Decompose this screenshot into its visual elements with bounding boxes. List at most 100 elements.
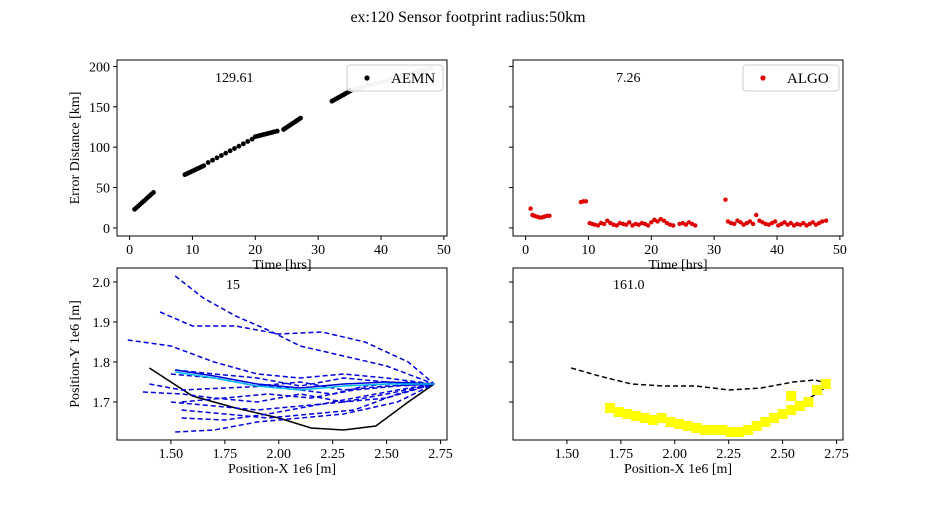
chart-bottom-right-series-2-marker <box>708 425 719 435</box>
chart-bottom-left-y-label: Position-Y 1e6 [m] <box>68 300 83 408</box>
chart-top-left-y-tick-label: 0 <box>103 222 110 237</box>
chart-top-left-series-0-point <box>151 190 156 195</box>
chart-top-left-y-label: Error Distance [km] <box>68 92 83 205</box>
chart-bottom-right-series-2-marker <box>656 413 667 423</box>
chart-top-left-y-tick-label: 200 <box>89 60 110 75</box>
chart-bottom-right-series-2-marker <box>820 379 831 389</box>
chart-top-right-legend-label: ALGO <box>787 71 829 87</box>
chart-top-right-series-0-point <box>788 220 794 226</box>
chart-bottom-right-series-2-marker <box>691 423 702 433</box>
chart-top-right-series-0-point <box>528 206 533 211</box>
chart-top-left-series-0-point <box>236 143 242 149</box>
chart-top-right-series-0-point <box>693 223 698 228</box>
chart-bottom-left-series-7-line <box>181 383 435 419</box>
chart-top-right-series-0-point <box>645 223 651 228</box>
chart-top-left-frame <box>116 59 448 237</box>
chart-bottom-right-series-2-marker <box>743 425 754 435</box>
chart-bottom-left-series-5-line <box>142 383 435 403</box>
chart-top-left-series-0-point <box>274 128 280 134</box>
chart-bottom-right-series-2-marker <box>639 413 650 423</box>
chart-bottom-right-series-2-marker <box>605 403 616 413</box>
chart-bottom-left-y-tick-label: 2.0 <box>93 276 111 291</box>
chart-top-right-legend-marker <box>760 75 766 81</box>
chart-bottom-right-series-2-marker <box>665 417 676 427</box>
chart-top-right-series-0-point <box>601 221 607 227</box>
chart-top-right-series-0-point <box>655 219 660 224</box>
chart-top-right-frame <box>512 59 844 237</box>
chart-top-right-x-tick-label: 20 <box>644 243 658 258</box>
chart-top-left-x-tick-label: 20 <box>248 243 262 258</box>
chart-bottom-left-series-6-line <box>170 383 435 411</box>
chart-bottom-right-x-tick-label: 2.25 <box>716 447 741 462</box>
chart-bottom-right-series-2-marker <box>751 421 762 431</box>
chart-top-right-series-0-point <box>801 220 806 226</box>
chart-bottom-right-series-2-marker <box>760 417 771 427</box>
chart-bottom-left-x-tick-label: 1.75 <box>213 447 238 462</box>
chart-top-left-series-0-point <box>232 146 237 151</box>
chart-bottom-right-series-2-marker <box>734 427 745 437</box>
chart-top-right-series-0-point <box>772 219 778 224</box>
chart-top-right-series-0-point <box>747 219 753 224</box>
chart-bottom-left-series-2-line <box>159 311 435 385</box>
chart-top-right-legend-box <box>742 64 840 92</box>
chart-bottom-right-x-label: Position-X 1e6 [m] <box>624 462 732 477</box>
chart-bottom-right-series-2-marker <box>725 427 736 437</box>
chart-top-left-legend-box <box>346 64 444 92</box>
chart-bottom-right-series-2-marker <box>622 409 633 419</box>
chart-top-left-series-0-point <box>223 150 229 156</box>
chart-top-right-x-tick-label: 0 <box>522 243 529 258</box>
chart-top-right-x-tick-label: 50 <box>833 243 847 258</box>
figure-title: ex:120 Sensor footprint radius:50km <box>350 9 586 26</box>
chart-bottom-right-series-0-line <box>570 367 831 391</box>
chart-top-left-annotation: 129.61 <box>215 71 254 86</box>
chart-bottom-left: 1.50 1.75 2.00 2.25 2.50 2.75 1.7 1.8 1.9 2.0 Posi… <box>68 267 453 477</box>
chart-top-right-series-0-point <box>723 197 728 202</box>
chart-top-left-x-tick-label: 0 <box>126 243 133 258</box>
chart-top-left-y-tick-label: 150 <box>89 101 110 116</box>
chart-top-right-series-0-point <box>738 220 743 225</box>
chart-bottom-right-series-2-marker <box>682 421 693 431</box>
chart-bottom-left-series-12-line <box>181 383 435 403</box>
chart-top-left-series-0-point <box>245 139 251 144</box>
chart-top-right-series-0-point <box>750 221 756 227</box>
chart-top-left-series-0-point <box>210 157 215 163</box>
chart-bottom-left-series-14-line <box>175 371 435 391</box>
chart-top-left-series-0-point <box>227 148 233 154</box>
chart-bottom-right-plot-area <box>570 367 831 437</box>
chart-top-left-series-0-point <box>218 153 224 158</box>
chart-top-right-x-tick-label: 40 <box>770 243 784 258</box>
chart-top-left-series-0-point <box>201 163 207 169</box>
chart-bottom-right: 1.50 1.75 2.00 2.25 2.50 2.75 Position-X 1e6 [… <box>509 267 849 477</box>
chart-top-right: 0 10 20 30 40 50 Time [hrs] 7.26 ALGO <box>509 59 847 273</box>
chart-top-right-x-tick-label: 30 <box>707 243 721 258</box>
chart-bottom-right-annotation: 161.0 <box>613 278 645 293</box>
chart-bottom-right-x-tick-label: 1.50 <box>555 447 580 462</box>
chart-bottom-right-series-2-marker <box>786 405 797 415</box>
chart-top-right-series-0-point <box>823 218 829 223</box>
chart-bottom-right-series-2-marker <box>630 411 641 421</box>
chart-bottom-left-series-8-line <box>175 383 435 433</box>
chart-bottom-left-series-13-line <box>175 369 435 389</box>
chart-bottom-right-series-2-marker <box>648 415 659 425</box>
chart-bottom-left-x-tick-label: 2.75 <box>428 447 453 462</box>
chart-bottom-left-series-3-line <box>127 339 435 385</box>
chart-top-left-y-tick-label: 100 <box>89 141 110 156</box>
chart-top-left-y-tick-label: 50 <box>96 182 110 197</box>
chart-bottom-left-x-tick-label: 2.50 <box>374 447 399 462</box>
chart-top-left-legend-label: AEMN <box>391 71 435 87</box>
chart-top-right-series-0-point <box>820 219 825 224</box>
chart-top-right-legend: ALGO <box>742 64 840 92</box>
chart-top-right-series-0-point <box>754 212 759 218</box>
chart-top-right-x-tick-label: 10 <box>581 243 595 258</box>
chart-top-right-series-0-point <box>614 223 619 228</box>
chart-bottom-right-series-2-marker <box>794 401 805 411</box>
chart-top-left-x-tick-label: 10 <box>185 243 199 258</box>
chart-bottom-right-series-2-marker <box>812 385 823 395</box>
chart-bottom-right-series-2-marker <box>768 413 779 423</box>
chart-top-left-legend-marker <box>364 75 370 81</box>
chart-bottom-right-x-tick-label: 1.75 <box>609 447 634 462</box>
chart-top-right-series-0-point <box>623 222 629 227</box>
chart-bottom-right-series-2-marker <box>674 419 685 429</box>
chart-top-left-series-0-point <box>205 160 211 165</box>
chart-bottom-right-x-tick-label: 2.00 <box>663 447 688 462</box>
